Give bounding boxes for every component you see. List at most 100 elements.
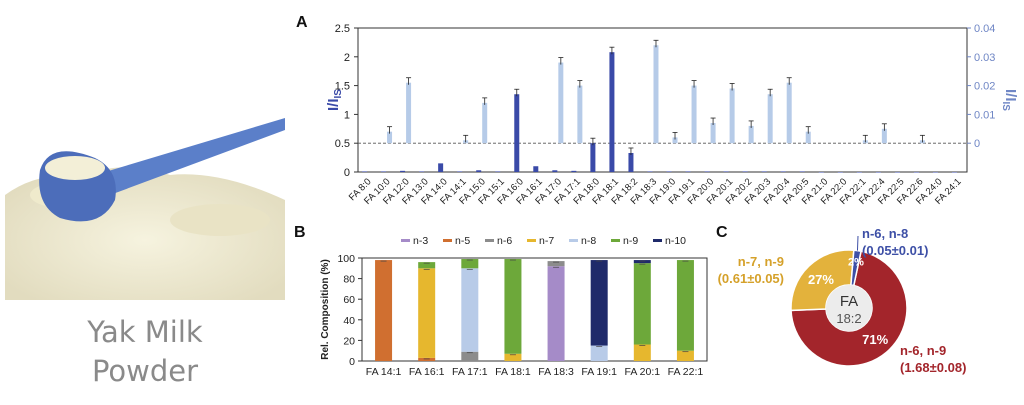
- x-tick-label: FA 18:1: [495, 366, 531, 378]
- bar-left-axis: [571, 170, 577, 172]
- plot-frame: [357, 27, 968, 173]
- bar-right-axis: [710, 123, 716, 144]
- bar-right-axis: [653, 45, 659, 144]
- bar-left-axis: [381, 171, 387, 172]
- legend-label: n-8: [581, 235, 596, 247]
- bar-right-axis: [482, 102, 488, 144]
- stacked-segment: [547, 266, 565, 361]
- bar-left-axis: [362, 171, 368, 172]
- product-caption: Yak Milk Powder: [10, 313, 280, 391]
- bar-left-axis: [533, 166, 539, 172]
- bar-right-axis: [672, 137, 678, 144]
- y-tick-label: 80: [343, 274, 355, 286]
- stacked-segment: [461, 351, 479, 361]
- bar-left-axis: [552, 170, 558, 172]
- slice-percent-label: 27%: [808, 272, 834, 287]
- legend-swatch: [611, 239, 620, 242]
- y-axis-title: I/IIS: [325, 89, 344, 111]
- bar-left-axis: [932, 172, 938, 173]
- legend-label: n-3: [413, 235, 428, 247]
- stacked-segment: [676, 350, 694, 361]
- yak-milk-powder-photo: [5, 118, 285, 300]
- stacked-segment: [504, 353, 522, 361]
- y-tick-label: 1.5: [335, 81, 350, 93]
- legend-swatch: [443, 239, 452, 242]
- leader-line: [856, 235, 859, 251]
- panel-b-label: B: [294, 224, 306, 241]
- bar-left-axis: [856, 172, 862, 173]
- y-tick-label: 0.5: [335, 138, 350, 150]
- bar-right-axis: [786, 82, 792, 144]
- x-tick-label: FA 16:1: [409, 366, 445, 378]
- y-tick-label: 60: [343, 294, 355, 306]
- bar-left-axis: [514, 94, 520, 172]
- x-tick-label: FA 19:1: [581, 366, 617, 378]
- caption-line-2: Powder: [91, 354, 199, 388]
- bar-left-axis: [609, 52, 615, 172]
- bar-left-axis: [438, 163, 444, 172]
- bar-right-axis: [805, 131, 811, 144]
- legend-label: n-9: [623, 235, 638, 247]
- legend-swatch: [569, 239, 578, 242]
- y-right-tick-label: 0.03: [974, 52, 995, 64]
- stacked-segment: [590, 345, 608, 361]
- bar-left-axis: [799, 171, 805, 172]
- stacked-segment: [461, 268, 479, 352]
- bar-left-axis: [419, 171, 425, 172]
- legend-swatch: [485, 239, 494, 242]
- slice-name-label: n-7, n-9: [738, 254, 784, 269]
- y-tick-label: 40: [343, 315, 355, 327]
- scoop-handle: [95, 118, 285, 195]
- plot-frame: [361, 257, 708, 362]
- stacked-segment: [418, 262, 436, 269]
- bar-left-axis: [837, 172, 843, 173]
- stacked-segment: [418, 357, 436, 361]
- y-right-tick-label: 0.01: [974, 109, 995, 121]
- slice-percent-label: 2%: [848, 257, 864, 269]
- bar-left-axis: [666, 171, 672, 172]
- legend-label: n-6: [497, 235, 512, 247]
- y-right-tick-label: 0.04: [974, 23, 995, 35]
- bar-left-axis: [951, 172, 957, 173]
- bar-left-axis: [818, 172, 824, 173]
- x-tick-label: FA 17:1: [452, 366, 488, 378]
- donut-center-label-2: 18:2: [836, 311, 861, 326]
- legend-label: n-7: [539, 235, 554, 247]
- y-tick-label: 1: [344, 109, 350, 121]
- bar-right-axis: [577, 85, 583, 144]
- bar-left-axis: [742, 171, 748, 172]
- chart-b: 0 20 40 60 80 100 Rel. Composition (%) FA 14:1…: [320, 235, 708, 378]
- panel-c-label: C: [716, 224, 728, 241]
- stacked-segment: [676, 260, 694, 351]
- y-tick-label: 2.5: [335, 23, 350, 35]
- x-tick-label: FA 18:3: [538, 366, 574, 378]
- y-axis-title: Rel. Composition (%): [320, 259, 331, 360]
- bar-right-axis: [387, 131, 393, 144]
- y-tick-label: 100: [337, 253, 355, 265]
- stacked-segment: [375, 260, 393, 361]
- caption-line-1: Yak Milk: [87, 315, 203, 349]
- slice-ratio-label: (0.61±0.05): [718, 271, 784, 286]
- legend-label: n-5: [455, 235, 470, 247]
- bar-left-axis: [685, 171, 691, 172]
- x-tick-label: FA 14:1: [366, 366, 402, 378]
- bar-right-axis: [767, 94, 773, 144]
- y-right-tick-label: 0.02: [974, 81, 995, 93]
- stacked-segment: [504, 259, 522, 354]
- donut-center-label-1: FA: [840, 293, 858, 310]
- y-right-tick-label: 0: [974, 138, 980, 150]
- bar-right-axis: [881, 128, 887, 144]
- bar-left-axis: [495, 171, 501, 172]
- slice-ratio-label: (1.68±0.08): [900, 360, 966, 375]
- slice-percent-label: 71%: [862, 332, 888, 347]
- legend-swatch: [653, 239, 662, 242]
- y-tick-label: 0: [349, 356, 355, 368]
- bar-right-axis: [748, 125, 754, 144]
- bar-right-axis: [691, 85, 697, 144]
- chart-a: 00.511.522.500.010.020.030.04I/IIS I/IIS …: [325, 23, 1019, 207]
- y-tick-label: 0: [344, 167, 350, 179]
- bar-left-axis: [647, 171, 653, 172]
- bar-left-axis: [704, 171, 710, 172]
- donut-hole: [826, 285, 872, 331]
- stacked-segment: [633, 263, 651, 345]
